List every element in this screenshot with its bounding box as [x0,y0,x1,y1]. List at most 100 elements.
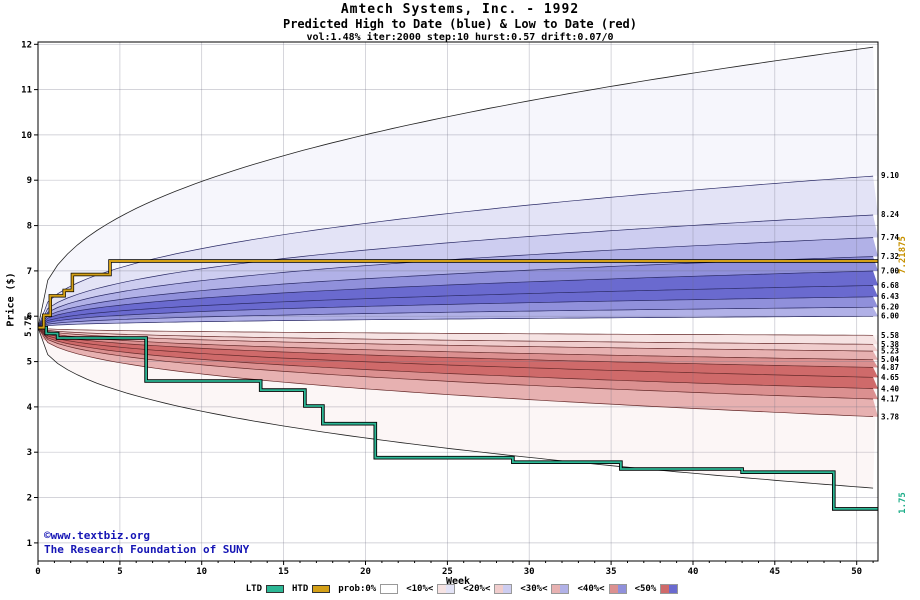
title-block: Amtech Systems, Inc. - 1992 Predicted Hi… [0,2,920,43]
high-quantile-value: 6.68 [881,281,900,290]
high-envelope-line [38,46,874,328]
low-quantile-value: 4.65 [881,373,899,382]
low-quantile-value: 5.04 [881,355,900,364]
prob-band-high [38,215,878,328]
prob-band-high [38,285,878,328]
high-quantile-value: 8.24 [881,210,900,219]
high-quantile-line [38,214,874,328]
prob-band-low [38,327,878,368]
y-tick-label: 4 [27,403,33,413]
y-tick-label: 6 [27,312,32,322]
low-quantile-line [38,327,874,389]
legend-label: HTD [292,584,309,594]
y-tick-label: 8 [27,222,32,232]
low-quantile-value: 5.58 [881,331,900,340]
y-tick-label: 9 [27,176,32,186]
high-quantile-value: 6.00 [881,312,900,321]
chart-title: Amtech Systems, Inc. - 1992 [340,2,580,17]
prob-band-low [38,327,878,400]
low-quantile-line [38,327,874,345]
legend-label: <40%< [577,584,605,594]
x-tick-label: 25 [442,567,453,577]
prob-band-high [38,47,878,328]
chart-subtitle: Predicted High to Date (blue) & Low to D… [282,16,637,31]
x-tick-label: 35 [606,567,617,577]
legend-swatch-ltd [266,585,284,593]
high-quantile-value: 6.20 [881,303,900,312]
x-tick-label: 45 [769,567,780,577]
watermark-url: ©www.textbiz.org [44,529,150,542]
x-tick-label: 0 [35,567,40,577]
y-tick-label: 7 [27,267,32,277]
prob-band-low [38,327,878,378]
legend-label: prob:0% [338,584,377,594]
prob-band-low [38,327,878,389]
y-tick-label: 1 [27,539,32,549]
high-quantile-line [38,285,874,328]
high-quantile-value: 7.74 [881,233,900,242]
prob-band-high [38,176,878,328]
low-quantile-value: 4.40 [881,384,900,393]
y-tick-label: 11 [21,86,32,96]
y-tick-label: 12 [21,40,32,50]
prob-band-high [38,271,878,328]
legend-swatch-prob0 [380,584,399,594]
low-quantile-line [38,327,874,400]
high-quantile-value: 7.32 [881,252,899,261]
prob-band-low [38,327,878,345]
plot-area [38,42,878,561]
watermark-org: The Research Foundation of SUNY [44,543,250,556]
low-envelope-line [38,327,874,489]
prob-band-high [38,307,878,328]
chart-legend: LTD HTD prob:0% <10%< <20%< <30%< <40%< <50% [0,584,920,594]
legend-swatch-htd [312,585,331,593]
high-quantile-line [38,306,874,328]
plot-frame [37,41,879,562]
prob-band-low [38,327,878,417]
y-tick-label: 5 [27,358,32,368]
high-quantile-value: 9.10 [881,171,900,180]
low-quantile-value: 5.38 [881,340,900,349]
low-quantile-line [38,327,874,417]
prob-band-high [38,256,878,328]
x-tick-label: 5 [117,567,122,577]
x-axis-title: Week [445,576,471,587]
htd-line [38,260,878,329]
legend-label: <10%< [406,584,434,594]
x-tick-label: 50 [851,567,862,577]
y-axis-title: Price ($) [5,272,17,327]
legend-label: <20%< [463,584,491,594]
low-quantile-value: 4.17 [881,395,899,404]
legend-swatch-20 [494,584,513,594]
x-tick-label: 40 [688,567,699,577]
prob-band-low [38,327,878,360]
high-quantile-line [38,296,874,328]
legend-swatch-10 [437,584,456,594]
x-tick-label: 20 [360,567,371,577]
x-tick-label: 30 [524,567,535,577]
y-tick-label: 10 [21,131,32,141]
legend-label: <50% [634,584,657,594]
legend-label: LTD [245,584,262,594]
high-quantile-line [38,175,874,328]
low-quantile-line [38,327,874,378]
ltd-line [38,326,878,510]
legend-swatch-40 [608,584,627,594]
high-quantile-value: 6.43 [881,292,900,301]
prob-band-high [38,296,878,328]
low-quantile-value: 5.23 [881,347,900,356]
high-quantile-line [38,315,874,328]
legend-label: <30%< [520,584,548,594]
low-quantile-line [38,327,874,352]
legend-swatch-30 [551,584,570,594]
low-quantile-value: 3.78 [881,412,900,421]
high-quantile-line [38,270,874,328]
start-price-label: 5.75 [24,315,34,337]
x-tick-label: 10 [196,567,207,577]
y-tick-label: 3 [27,448,32,458]
chart-params: vol:1.48% iter:2000 step:10 hurst:0.57 d… [306,31,614,43]
y-tick-label: 2 [27,494,32,504]
low-quantile-line [38,327,874,361]
